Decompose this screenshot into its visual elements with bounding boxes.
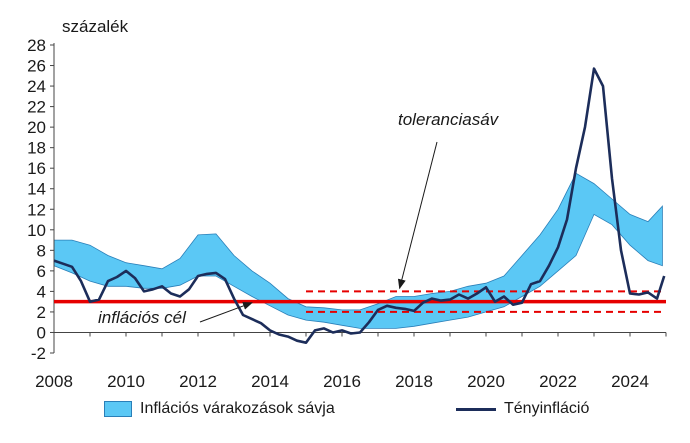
y-tick-label: 6 xyxy=(37,262,46,281)
y-tick-label: 12 xyxy=(27,200,46,219)
inflacios-cel-arrow xyxy=(199,302,253,323)
y-tick-label: 0 xyxy=(37,323,46,342)
legend-band-label: Inflációs várakozások sávja xyxy=(140,400,335,417)
y-tick-label: 4 xyxy=(37,282,46,301)
legend-line-label: Tényinfláció xyxy=(504,400,590,417)
y-tick-label: 28 xyxy=(27,36,46,55)
y-axis-unit-label: százalék xyxy=(62,17,129,36)
x-tick-label: 2012 xyxy=(179,372,217,391)
y-tick-label: 10 xyxy=(27,221,46,240)
legend: Inflációs várakozások sávja Tényinfláció xyxy=(0,396,690,430)
y-tick-label: 26 xyxy=(27,57,46,76)
annotation-toleranciasav: toleranciasáv xyxy=(398,110,500,129)
y-tick-label: 18 xyxy=(27,139,46,158)
legend-band-swatch xyxy=(104,401,132,417)
y-tick-label: 8 xyxy=(37,241,46,260)
y-tick-label: 16 xyxy=(27,159,46,178)
y-tick-label: 14 xyxy=(27,180,46,199)
x-tick-label: 2022 xyxy=(539,372,577,391)
expectations-band-layer xyxy=(53,172,663,329)
legend-item-line: Tényinfláció xyxy=(456,400,589,418)
x-tick-label: 2008 xyxy=(35,372,73,391)
legend-item-band: Inflációs várakozások sávja xyxy=(104,400,335,418)
reference-lines xyxy=(54,290,666,313)
y-tick-label: 22 xyxy=(27,98,46,117)
annotations xyxy=(199,141,438,323)
x-tick-label: 2016 xyxy=(323,372,361,391)
x-tick-label: 2010 xyxy=(107,372,145,391)
x-tick-label: 2018 xyxy=(395,372,433,391)
toleranciasav-arrow xyxy=(397,141,438,290)
x-tick-label: 2014 xyxy=(251,372,289,391)
y-tick-label: 20 xyxy=(27,118,46,137)
expectations-band xyxy=(53,172,663,329)
y-tick-label: -2 xyxy=(31,344,46,363)
annotation-inflacios-cel: inflációs cél xyxy=(98,308,187,327)
legend-line-swatch xyxy=(456,407,496,411)
actual-inflation-layer xyxy=(53,67,666,344)
y-tick-label: 24 xyxy=(27,77,46,96)
actual-inflation-line xyxy=(53,67,666,344)
x-tick-label: 2024 xyxy=(611,372,649,391)
x-tick-label: 2020 xyxy=(467,372,505,391)
y-tick-label: 2 xyxy=(37,303,46,322)
